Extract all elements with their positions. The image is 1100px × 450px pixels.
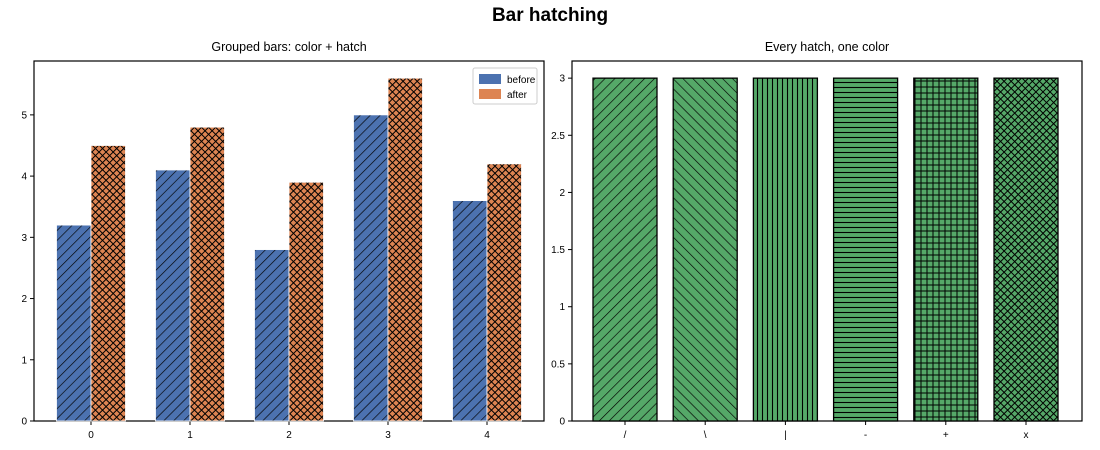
bar-hatch-after-2 bbox=[288, 181, 324, 422]
hatch-xtick-label: | bbox=[784, 430, 787, 441]
bar-hatch-before-1 bbox=[155, 169, 191, 422]
bar-hatch-overlay-2 bbox=[752, 77, 819, 422]
legend-swatch-before bbox=[479, 74, 501, 84]
bar-hatch-after-0 bbox=[90, 145, 126, 422]
hatch-ytick-label: 1 bbox=[559, 302, 565, 313]
hatch-xtick-label: / bbox=[624, 430, 627, 441]
bar-hatch-overlay-4 bbox=[913, 77, 979, 422]
bar-hatch-before-3 bbox=[353, 114, 389, 422]
bar-hatch-before-0 bbox=[56, 224, 92, 422]
hatch-xtick-label: + bbox=[943, 430, 949, 441]
grouped-ytick-label: 4 bbox=[21, 172, 27, 183]
grouped-xtick-label: 2 bbox=[286, 430, 292, 441]
grouped-xtick-label: 3 bbox=[385, 430, 391, 441]
grouped-xtick-label: 4 bbox=[484, 430, 490, 441]
hatch-xtick-label: x bbox=[1024, 430, 1029, 441]
grouped-xtick-label: 0 bbox=[88, 430, 94, 441]
legend-label-before: before bbox=[507, 75, 536, 86]
grouped-xtick-label: 1 bbox=[187, 430, 193, 441]
hatch-xtick-label: - bbox=[864, 430, 867, 441]
hatch-xtick-label: \ bbox=[704, 430, 707, 441]
bar-hatch-after-3 bbox=[387, 77, 423, 422]
grouped-ytick-label: 2 bbox=[21, 294, 27, 305]
grouped-ytick-label: 1 bbox=[21, 355, 27, 366]
hatch-ytick-label: 0 bbox=[559, 417, 565, 428]
bar-hatch-after-1 bbox=[189, 126, 225, 422]
legend-swatch-after bbox=[479, 89, 501, 99]
hatch-bars-panel: Every hatch, one color 0 0.5 1 1.5 2 2.5 3 / \ | - +… bbox=[551, 40, 1083, 441]
hatch-ytick-label: 0.5 bbox=[551, 359, 565, 370]
grouped-ytick-label: 0 bbox=[21, 417, 27, 428]
figure-title: Bar hatching bbox=[491, 5, 609, 26]
hatch-title: Every hatch, one color bbox=[765, 40, 889, 54]
hatch-ytick-label: 1.5 bbox=[551, 245, 565, 256]
grouped-bars-panel: Grouped bars: color + hatch 0 1 2 3 4 5 0 1 2 3 4 be… bbox=[21, 40, 545, 441]
bar-hatch-overlay-0 bbox=[592, 77, 658, 422]
grouped-ytick-label: 5 bbox=[21, 110, 27, 121]
bar-hatch-before-4 bbox=[452, 200, 488, 422]
hatch-ytick-label: 2 bbox=[559, 188, 565, 199]
bar-hatch-after-4 bbox=[486, 163, 522, 422]
bar-hatch-overlay-5 bbox=[993, 77, 1059, 422]
bar-hatch-before-2 bbox=[254, 249, 290, 422]
bar-hatch-overlay-1 bbox=[672, 77, 738, 422]
bar-hatch-overlay-3 bbox=[832, 77, 899, 422]
hatch-ytick-label: 3 bbox=[559, 74, 565, 85]
hatch-ytick-label: 2.5 bbox=[551, 131, 565, 142]
grouped-ytick-label: 3 bbox=[21, 233, 27, 244]
hatch-frame bbox=[571, 60, 1083, 422]
legend-label-after: after bbox=[507, 90, 528, 101]
grouped-title: Grouped bars: color + hatch bbox=[211, 40, 366, 54]
